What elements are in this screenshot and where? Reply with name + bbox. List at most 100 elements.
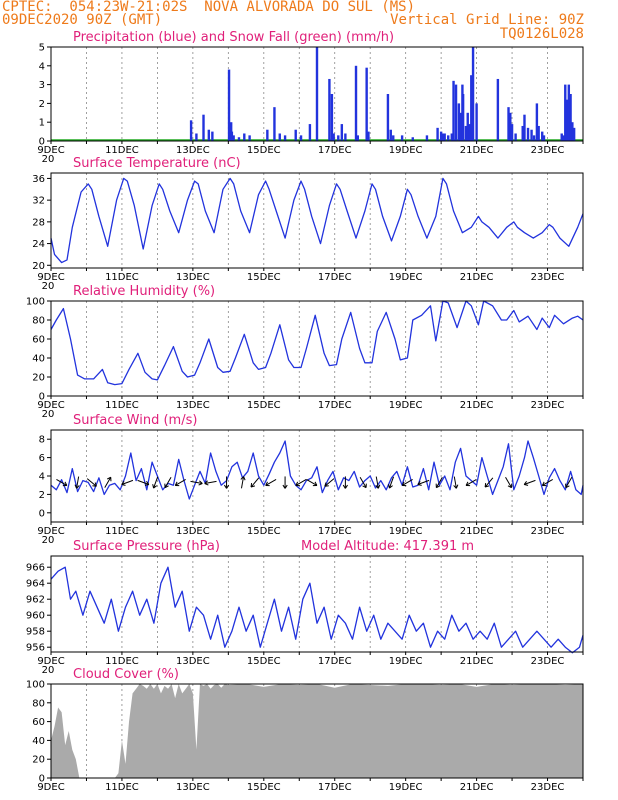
x-tick-label: 19DEC [389,782,423,793]
x-tick-label: 11DEC [105,656,139,667]
precip-bar [567,84,571,141]
precip-bar [470,75,473,141]
panel-subtitle: Model Altitude: 417.391 m [301,539,474,554]
wind-arrow [375,476,381,489]
precip-bar [452,80,455,141]
panel-title: Precipitation (blue) and Snow Fall (gree… [73,30,394,45]
precip-bar [425,135,429,141]
panel-4: Surface Wind (m/s) 0 2 4 6 8 9DEC 11DEC 13DEC 15D… [37,413,584,546]
y-tick-label: 80 [32,316,45,327]
wind-arrow [204,480,217,486]
x-tick-label: 9DEC [37,400,64,411]
precip-bar [237,137,241,141]
y-tick-label: 960 [26,611,45,622]
wind-arrow [388,476,395,489]
wind-arrow [465,479,477,487]
panel-6: Cloud Cover (%) 0 20 40 60 80 100 9DEC 11DEC 13DE… [26,667,584,793]
x-tick-label: 9DEC [37,656,64,667]
precip-bar [367,131,370,141]
x-tick-label: 15DEC [247,272,281,283]
precip-bar [571,122,574,141]
precip-bar [332,133,335,141]
x-tick-label: 11DEC [105,400,139,411]
x-tick-label: 13DEC [176,400,210,411]
precip-bar [532,135,536,141]
precip-bar [308,124,312,141]
x-tick-label: 13DEC [176,526,210,537]
x-tick-label: 23DEC [531,782,565,793]
y-tick-label: 60 [32,335,45,346]
x-tick-label: 17DEC [318,782,352,793]
wind-arrow [565,476,573,489]
y-tick-label: 20 [32,261,45,272]
panel-title: Surface Pressure (hPa) [73,539,220,554]
precip-bar [510,124,514,141]
x-tick-label: 11DEC [105,272,139,283]
y-tick-label: 0 [39,508,45,519]
x-tick-label: 9DEC [37,526,64,537]
y-tick-label: 962 [26,595,45,606]
x-tick-label: 21DEC [460,656,494,667]
x-tick-label: 19DEC [389,656,423,667]
precip-bar [457,103,461,141]
y-tick-label: 24 [32,239,45,250]
x-tick-label: 21DEC [460,272,494,283]
x-tick-label: 23DEC [531,400,565,411]
panel-title: Cloud Cover (%) [73,667,179,682]
precip-bar [564,84,567,141]
panel-frame [50,683,584,779]
x-tick-label: 13DEC [176,782,210,793]
precip-bar [195,133,198,141]
header-model-id: TQ0126L028 [499,26,584,42]
year-label: 20 [42,281,55,292]
wind-arrow [523,479,536,486]
x-tick-label: 13DEC [176,145,210,156]
series-line [50,440,584,500]
precip-bar [523,114,526,141]
panel-2: Surface Temperature (nC) 20 24 28 32 36 9DEC 11… [32,156,584,292]
precip-bar [340,124,344,141]
x-tick-label: 19DEC [389,145,423,156]
panel-frame [50,300,584,397]
wind-arrow [137,479,150,486]
y-tick-label: 0 [39,774,45,785]
x-tick-label: 17DEC [318,145,352,156]
precip-bar [471,47,475,141]
x-tick-label: 13DEC [176,656,210,667]
x-tick-label: 9DEC [37,782,64,793]
y-tick-label: 20 [32,755,45,766]
header-run-date: 09DEC2020 90Z (GMT) [2,12,163,28]
precip-bar [443,133,446,141]
wind-arrow [342,476,348,489]
cloud-cover-area [51,684,583,778]
precip-bar [450,133,453,141]
precip-bar [278,133,281,141]
precip-bar [389,129,392,141]
x-tick-label: 17DEC [318,656,352,667]
y-tick-label: 8 [39,435,45,446]
series-line [50,300,584,386]
wind-arrow [223,476,230,489]
y-tick-label: 1 [39,118,45,129]
wind-arrow [152,476,159,489]
y-tick-label: 28 [32,217,45,228]
precip-bar [436,127,439,141]
x-tick-label: 23DEC [531,272,565,283]
panel-3: Relative Humidity (%) 0 20 40 60 80 100 9DEC 11D… [26,284,584,420]
y-tick-label: 4 [39,472,45,483]
precip-bar [207,129,211,141]
wind-arrow [359,476,367,489]
header-grid-line: Vertical Grid Line: 90Z [390,12,584,28]
wind-arrow [190,480,203,486]
panel-title: Surface Wind (m/s) [73,413,197,428]
y-tick-label: 958 [26,627,45,638]
precip-bar [569,94,572,141]
x-tick-label: 9DEC [37,145,64,156]
wind-arrow [417,479,430,486]
wind-arrow [505,476,513,489]
x-tick-label: 9DEC [37,272,64,283]
x-tick-label: 23DEC [531,526,565,537]
precip-bar [232,135,235,141]
y-tick-label: 966 [26,563,45,574]
